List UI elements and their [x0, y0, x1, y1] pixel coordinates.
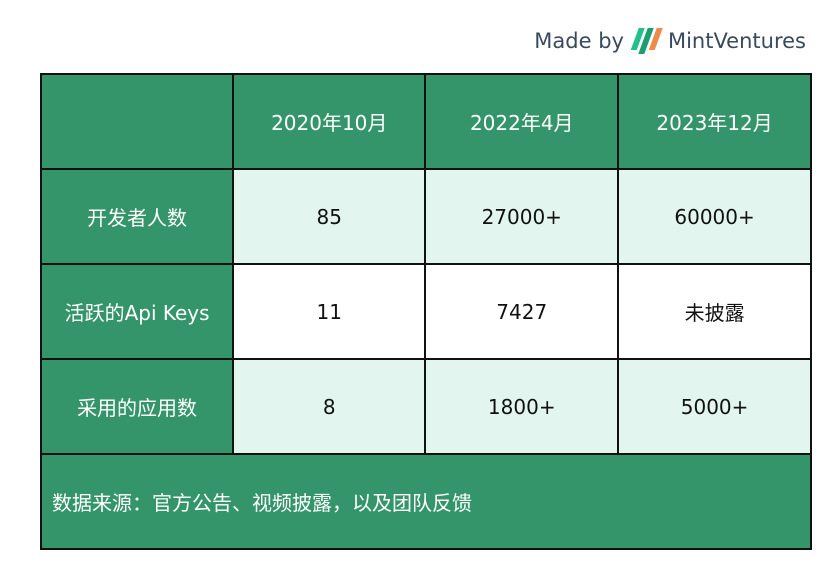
table-row: 采用的应用数 8 1800+ 5000+ [39, 358, 812, 455]
table-row: 活跃的Api Keys 11 7427 未披露 [39, 263, 812, 360]
cell: 7427 [424, 263, 620, 360]
cell: 85 [232, 168, 427, 265]
data-table: 2020年10月 2022年4月 2023年12月 开发者人数 85 27000… [39, 73, 812, 550]
brand: Made by MintVentures [534, 28, 806, 54]
header-row: 2020年10月 2022年4月 2023年12月 [39, 73, 812, 170]
cell: 未披露 [617, 263, 812, 360]
header-cell: 2020年10月 [232, 73, 427, 170]
cell: 8 [232, 358, 427, 455]
cell: 5000+ [617, 358, 812, 455]
cell: 60000+ [617, 168, 812, 265]
row-label: 开发者人数 [39, 168, 235, 265]
cell: 1800+ [424, 358, 620, 455]
table-row: 开发者人数 85 27000+ 60000+ [39, 168, 812, 265]
mint-logo-icon [629, 28, 663, 54]
row-label: 采用的应用数 [39, 358, 235, 455]
made-by-label: Made by [534, 29, 624, 53]
header-cell: 2022年4月 [424, 73, 620, 170]
row-label: 活跃的Api Keys [39, 263, 235, 360]
source-note: 数据来源：官方公告、视频披露，以及团队反馈 [40, 453, 812, 550]
cell: 27000+ [424, 168, 620, 265]
header-cell [39, 73, 235, 170]
footer-row: 数据来源：官方公告、视频披露，以及团队反馈 [40, 453, 812, 550]
header-cell: 2023年12月 [617, 73, 812, 170]
brand-name: MintVentures [667, 29, 806, 53]
cell: 11 [232, 263, 427, 360]
